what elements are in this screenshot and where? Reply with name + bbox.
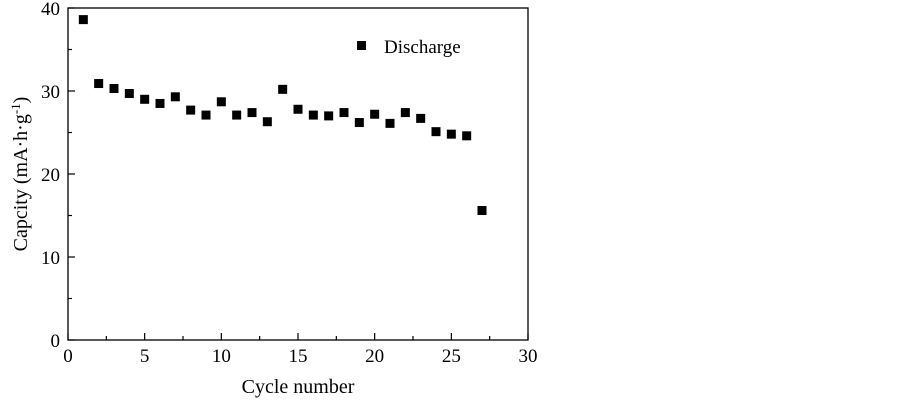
y-axis-label: Capcity (mA·h·g-1) (8, 97, 33, 252)
data-point (94, 79, 104, 89)
tick-labels: 0 5 10 15 20 25 30 0 10 20 30 40 (41, 0, 538, 367)
y-axis-label-close: ) (10, 97, 32, 104)
data-point (446, 129, 456, 139)
data-point (462, 131, 472, 141)
data-point (216, 97, 226, 107)
data-points (78, 15, 487, 216)
y-tick-label: 40 (41, 0, 60, 20)
data-point (354, 118, 364, 128)
data-point (232, 110, 242, 120)
data-point (324, 111, 334, 121)
x-tick-label: 5 (140, 346, 150, 367)
legend: Discharge (357, 37, 461, 58)
data-point (201, 110, 211, 120)
y-tick-label: 10 (41, 248, 60, 269)
x-tick-label: 25 (442, 346, 461, 367)
plot-frame (67, 7, 529, 341)
y-tick-label: 0 (51, 331, 61, 352)
data-point (262, 117, 272, 127)
x-tick-label: 30 (519, 346, 538, 367)
y-tick-label: 30 (41, 82, 60, 103)
data-point (186, 105, 196, 115)
x-tick-label: 0 (63, 346, 73, 367)
data-point (339, 108, 349, 118)
y-axis-label-main: Capcity (mA·h·g (10, 114, 32, 251)
data-point (247, 108, 257, 118)
data-point (278, 84, 288, 94)
y-axis-label-superscript: -1 (8, 103, 23, 114)
data-point (431, 127, 441, 137)
data-point (170, 92, 180, 102)
x-tick-label: 10 (212, 346, 231, 367)
data-point (124, 88, 134, 98)
data-point (416, 113, 426, 123)
data-point (308, 110, 318, 120)
data-point (109, 84, 119, 94)
data-point (155, 98, 165, 108)
data-point (140, 94, 150, 104)
y-tick-label: 20 (41, 165, 60, 186)
legend-label-discharge: Discharge (384, 37, 461, 58)
legend-marker-discharge (357, 41, 366, 50)
data-point (385, 118, 395, 128)
data-point (293, 104, 303, 114)
data-point (370, 109, 380, 119)
data-point (477, 206, 487, 216)
x-tick-label: 15 (289, 346, 308, 367)
data-point (400, 108, 410, 118)
data-point (78, 15, 88, 25)
x-tick-label: 20 (365, 346, 384, 367)
x-axis-label: Cycle number (242, 376, 355, 398)
